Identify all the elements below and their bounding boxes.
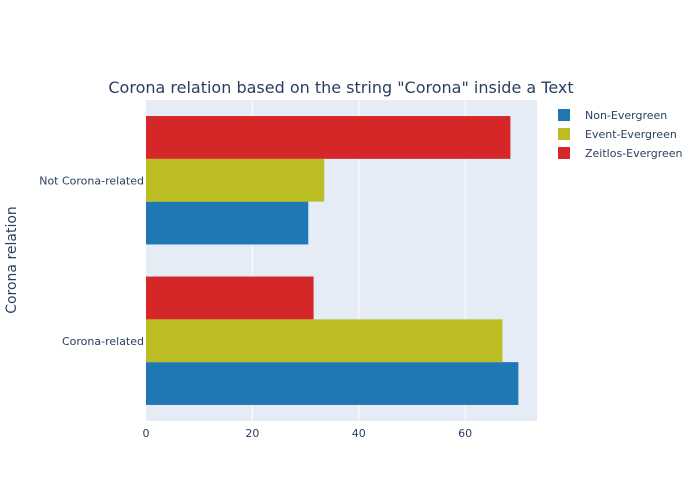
x-tick-label: 0 [143,427,150,440]
y-axis-ticks: Corona-related Not Corona-related [39,174,144,348]
legend-label[interactable]: Event-Evergreen [585,128,677,141]
legend-swatch[interactable] [558,128,570,140]
x-tick-label: 20 [245,427,259,440]
bar-event-evergreen-corona-related[interactable] [146,319,503,363]
x-tick-label: 60 [458,427,472,440]
x-tick-label: 40 [352,427,366,440]
y-axis-title: Corona relation [4,206,20,314]
legend-label[interactable]: Non-Evergreen [585,109,667,122]
bar-zeitlos-evergreen-corona-related[interactable] [146,276,314,320]
bar-zeitlos-evergreen-not-corona-related[interactable] [146,116,511,159]
y-tick-label: Not Corona-related [39,174,144,187]
chart-title: Corona relation based on the string "Cor… [108,78,573,97]
y-tick-label: Corona-related [62,335,144,348]
bars [146,116,519,405]
legend-label[interactable]: Zeitlos-Evergreen [585,147,683,160]
bar-non-evergreen-corona-related[interactable] [146,362,519,405]
legend: Non-Evergreen Event-Evergreen Zeitlos-Ever… [558,109,683,160]
legend-swatch[interactable] [558,147,570,159]
legend-swatch[interactable] [558,109,570,121]
x-axis-ticks: 0 20 40 60 [143,427,473,440]
bar-non-evergreen-not-corona-related[interactable] [146,201,309,245]
bar-event-evergreen-not-corona-related[interactable] [146,158,325,202]
